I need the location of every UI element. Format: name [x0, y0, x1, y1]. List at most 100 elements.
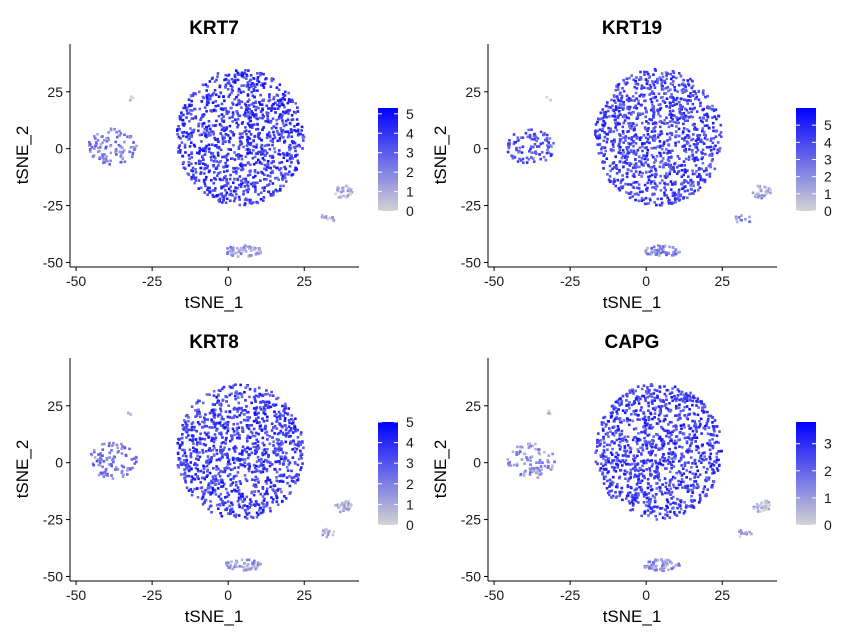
cell-point: [649, 497, 653, 501]
cell-point: [211, 154, 215, 157]
cell-point: [601, 427, 605, 431]
cell-point: [210, 143, 214, 147]
cell-point: [599, 442, 602, 446]
cell-point: [226, 491, 229, 495]
cell-point: [237, 406, 241, 410]
cell-point: [277, 487, 280, 491]
cell-point: [675, 96, 679, 100]
cell-point: [223, 155, 226, 158]
cell-point: [249, 143, 253, 147]
cell-point: [716, 151, 719, 155]
cell-point: [240, 463, 243, 467]
cell-point: [651, 425, 655, 429]
cell-point: [246, 426, 249, 429]
cell-point: [198, 436, 202, 440]
cell-point: [653, 134, 657, 137]
cell-point: [191, 169, 195, 173]
cell-point: [224, 442, 227, 445]
cell-point: [210, 510, 213, 514]
cell-point: [668, 120, 672, 123]
cell-point: [244, 111, 247, 114]
cell-point: [279, 414, 283, 417]
cell-point: [645, 151, 649, 155]
cell-point: [228, 473, 232, 477]
cell-point: [649, 474, 652, 477]
cell-point: [261, 436, 265, 440]
x-axis-title: tSNE_1: [185, 607, 244, 626]
cell-point: [609, 430, 612, 433]
cell-point: [219, 497, 223, 501]
cell-point: [226, 423, 229, 427]
cell-point: [186, 423, 189, 427]
cell-point: [260, 103, 264, 106]
cell-point: [181, 131, 184, 134]
cell-point: [634, 166, 637, 170]
cell-point: [260, 138, 263, 142]
cell-point: [227, 466, 231, 470]
cell-point: [269, 485, 272, 489]
cell-point: [611, 139, 615, 143]
cell-point: [664, 176, 668, 180]
cell-point: [244, 155, 248, 158]
cell-point: [673, 252, 677, 256]
cell-point: [671, 451, 675, 454]
cell-point: [648, 503, 651, 506]
cell-point: [221, 108, 224, 112]
cell-point: [236, 177, 239, 181]
cell-point: [644, 202, 648, 206]
cell-point: [195, 457, 198, 461]
cell-point: [598, 469, 602, 472]
cell-point: [332, 530, 336, 533]
cell-point: [638, 136, 642, 140]
cell-point: [332, 219, 336, 222]
cell-point: [229, 148, 233, 151]
cell-point: [625, 409, 628, 412]
cell-point: [289, 143, 292, 147]
cell-point: [261, 453, 265, 457]
panel-title: KRT8: [189, 332, 239, 353]
cell-point: [624, 497, 628, 500]
cell-point: [248, 462, 251, 466]
cell-point: [223, 99, 226, 103]
cell-point: [185, 466, 188, 469]
cell-point: [686, 169, 689, 172]
cell-point: [617, 109, 621, 113]
cell-point: [240, 558, 244, 562]
cell-point: [222, 126, 226, 130]
cell-point: [246, 100, 250, 103]
cell-point: [692, 184, 695, 188]
cell-point: [268, 478, 272, 482]
cell-point: [681, 187, 684, 191]
cell-point: [210, 436, 214, 440]
cell-point: [268, 95, 271, 99]
cell-point: [740, 214, 743, 217]
cell-point: [619, 445, 622, 449]
cell-point: [615, 438, 619, 442]
cell-point: [265, 389, 268, 392]
cell-point: [192, 446, 195, 450]
cell-point: [275, 447, 279, 451]
cell-point: [700, 432, 703, 435]
cell-point: [283, 455, 287, 459]
cell-point: [676, 118, 679, 122]
cell-point: [231, 456, 235, 460]
cell-point: [675, 134, 678, 137]
cell-point: [296, 463, 300, 467]
cell-point: [633, 463, 637, 466]
cell-point: [321, 533, 325, 537]
cell-point: [336, 503, 340, 507]
cell-point: [221, 185, 225, 189]
cell-point: [631, 195, 634, 198]
cell-point: [90, 145, 94, 149]
cell-point: [233, 158, 237, 161]
cell-point: [687, 99, 690, 102]
cell-point: [682, 511, 686, 515]
cell-point: [638, 170, 642, 174]
cell-point: [625, 440, 629, 443]
cell-point: [254, 442, 257, 445]
cell-point: [247, 447, 251, 451]
cell-point: [208, 393, 211, 397]
cell-point: [682, 196, 686, 199]
cell-point: [227, 148, 230, 151]
cell-point: [713, 167, 717, 171]
